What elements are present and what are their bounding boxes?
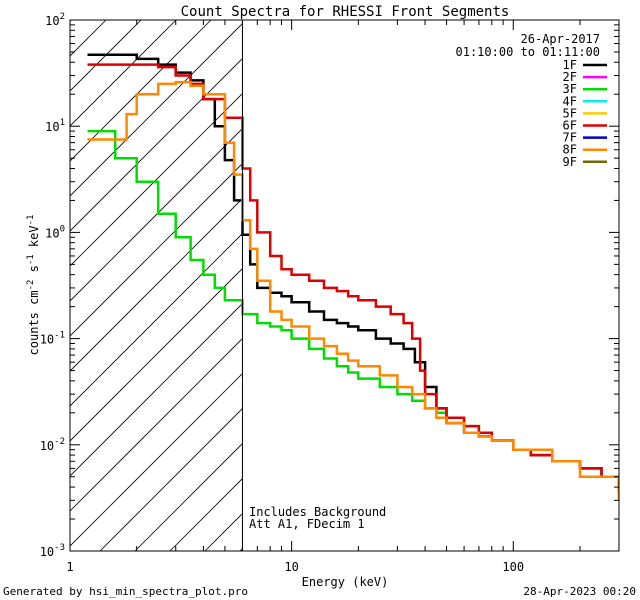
annotation-attenuator: Att A1, FDecim 1: [249, 517, 365, 531]
legend-entry-1F: 1F: [563, 58, 607, 72]
legend-time-range: 01:10:00 to 01:11:00: [456, 45, 601, 59]
legend-label: 4F: [563, 94, 577, 108]
legend-entry-9F: 9F: [563, 155, 607, 169]
series-6F: [87, 63, 619, 488]
y-tick-label: 10-3: [40, 543, 65, 559]
legend-entry-2F: 2F: [563, 70, 607, 84]
legend-entry-7F: 7F: [563, 131, 607, 145]
legend-label: 1F: [563, 58, 577, 72]
plot-frame: [69, 19, 620, 552]
x-tick-label: 100: [502, 560, 524, 574]
legend-date: 26-Apr-2017: [521, 32, 600, 46]
y-axis-label: counts cm-2 s-1 keV-1: [26, 215, 41, 356]
legend-label: 6F: [563, 119, 577, 133]
x-tick-labels: 1 10 100: [66, 560, 524, 574]
legend-entry-6F: 6F: [563, 119, 607, 133]
footer-timestamp: 28-Apr-2023 00:20: [523, 585, 636, 598]
background-hatch: [70, 20, 243, 551]
legend-label: 5F: [563, 106, 577, 120]
legend-entry-3F: 3F: [563, 82, 607, 96]
series-3F: [87, 129, 494, 437]
legend: 26-Apr-2017 01:10:00 to 01:11:00 1F2F3F4…: [456, 32, 607, 169]
x-axis-label: Energy (keV): [302, 575, 389, 589]
chart-title: Count Spectra for RHESSI Front Segments: [181, 4, 510, 20]
footer-generated-by: Generated by hsi_min_spectra_plot.pro: [3, 585, 248, 598]
legend-entry-4F: 4F: [563, 94, 607, 108]
y-tick-label: 102: [45, 12, 65, 28]
axis-ticks: [69, 20, 620, 552]
x-tick-label: 10: [284, 560, 298, 574]
y-tick-label: 10-2: [40, 437, 65, 453]
legend-label: 8F: [563, 143, 577, 157]
legend-label: 2F: [563, 70, 577, 84]
y-tick-labels: 102 101 100 10-1 10-2 10-3: [40, 12, 65, 559]
legend-label: 9F: [563, 155, 577, 169]
legend-label: 3F: [563, 82, 577, 96]
y-tick-label: 101: [45, 118, 65, 134]
legend-label: 7F: [563, 131, 577, 145]
legend-entry-8F: 8F: [563, 143, 607, 157]
annotation-background: Includes Background: [249, 505, 386, 519]
y-tick-label: 10-1: [40, 331, 65, 347]
series-8F: [87, 80, 619, 501]
y-tick-label: 100: [45, 224, 65, 240]
legend-entry-5F: 5F: [563, 106, 607, 120]
series-layer: [87, 53, 619, 501]
x-tick-label: 1: [66, 560, 73, 574]
